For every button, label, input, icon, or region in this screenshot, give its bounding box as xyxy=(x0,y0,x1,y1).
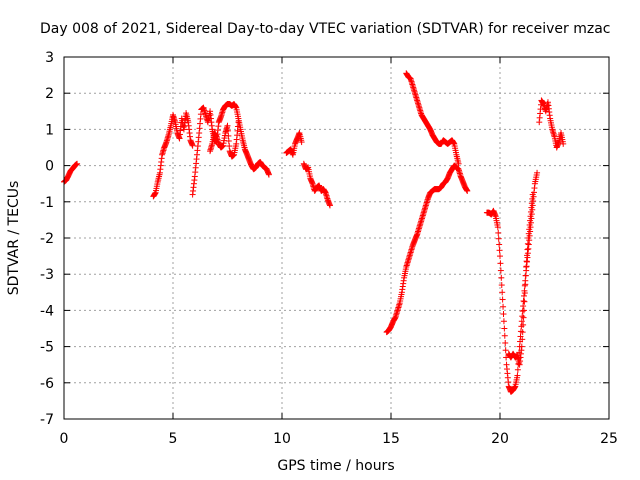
x-tick-label: 5 xyxy=(169,431,178,447)
data-point xyxy=(495,229,502,236)
data-point xyxy=(225,137,232,144)
data-point xyxy=(501,332,508,339)
data-point xyxy=(560,140,567,147)
y-tick-label: -7 xyxy=(40,412,54,428)
data-point xyxy=(496,241,503,248)
data-point xyxy=(520,297,527,304)
data-point xyxy=(520,292,527,299)
data-point xyxy=(501,325,508,332)
data-point xyxy=(519,313,526,320)
data-point xyxy=(500,318,507,325)
data-point xyxy=(521,298,528,305)
data-point xyxy=(523,263,530,270)
y-tick-label: -1 xyxy=(40,195,54,211)
y-tick-label: -3 xyxy=(40,267,54,283)
y-tick-label: -5 xyxy=(40,340,54,356)
data-point xyxy=(518,343,525,350)
data-point xyxy=(523,258,530,265)
data-point xyxy=(524,252,531,259)
data-point xyxy=(519,329,526,336)
data-point xyxy=(497,267,504,274)
x-tick-label: 15 xyxy=(382,431,400,447)
x-tick-label: 25 xyxy=(600,431,618,447)
y-tick-label: 2 xyxy=(45,86,54,102)
data-point xyxy=(225,132,232,139)
data-point xyxy=(499,289,506,296)
data-point xyxy=(534,169,541,176)
data-point xyxy=(500,303,507,310)
x-tick-label: 10 xyxy=(273,431,291,447)
data-point xyxy=(521,290,528,297)
data-point xyxy=(524,246,531,253)
data-point xyxy=(498,274,505,281)
data-point xyxy=(497,253,503,260)
data-point xyxy=(502,339,509,346)
data-point xyxy=(519,336,526,343)
data-point xyxy=(494,224,501,231)
data-point xyxy=(498,282,505,289)
x-tick-label: 0 xyxy=(60,431,69,447)
data-point xyxy=(495,235,502,242)
axis-ticks: 0 5 10 15 20 25 -7 -6 -5 -4 -3 -2 -1 0 1 2 3 xyxy=(40,50,618,447)
y-axis-label: SDTVAR / TECUs xyxy=(6,181,22,296)
data-point xyxy=(499,296,506,303)
data-point xyxy=(520,321,527,328)
data-point xyxy=(497,260,504,267)
data-point xyxy=(224,127,231,134)
y-tick-label: 1 xyxy=(45,122,54,138)
data-point xyxy=(226,143,233,150)
data-point xyxy=(235,119,242,126)
data-point xyxy=(519,308,526,315)
data-point xyxy=(522,281,529,288)
x-tick-label: 20 xyxy=(491,431,509,447)
data-point xyxy=(189,142,196,149)
data-point xyxy=(502,347,509,354)
data-point xyxy=(298,139,305,146)
data-point xyxy=(518,318,525,325)
data-point xyxy=(520,307,527,314)
data-point xyxy=(265,171,272,178)
y-tick-label: 0 xyxy=(45,159,54,175)
y-tick-label: -4 xyxy=(40,303,54,319)
x-axis-label: GPS time / hours xyxy=(277,458,394,474)
data-point xyxy=(529,191,536,198)
data-point xyxy=(326,202,333,209)
data-point xyxy=(514,366,521,373)
y-tick-label: -2 xyxy=(40,231,54,247)
y-tick-label: -6 xyxy=(40,376,54,392)
data-point xyxy=(496,247,503,254)
data-point xyxy=(524,240,531,247)
data-point xyxy=(464,187,471,194)
grid xyxy=(64,57,609,419)
data-point xyxy=(520,314,527,321)
data-point xyxy=(74,160,81,167)
data-point xyxy=(224,122,231,129)
chart-title: Day 008 of 2021, Sidereal Day-to-day VTE… xyxy=(40,21,610,37)
data-point xyxy=(455,160,462,167)
data-point xyxy=(514,372,521,379)
data-point xyxy=(520,303,527,310)
data-point xyxy=(522,272,529,279)
y-tick-label: 3 xyxy=(45,50,54,66)
data-points xyxy=(61,70,567,395)
data-point xyxy=(500,311,507,318)
